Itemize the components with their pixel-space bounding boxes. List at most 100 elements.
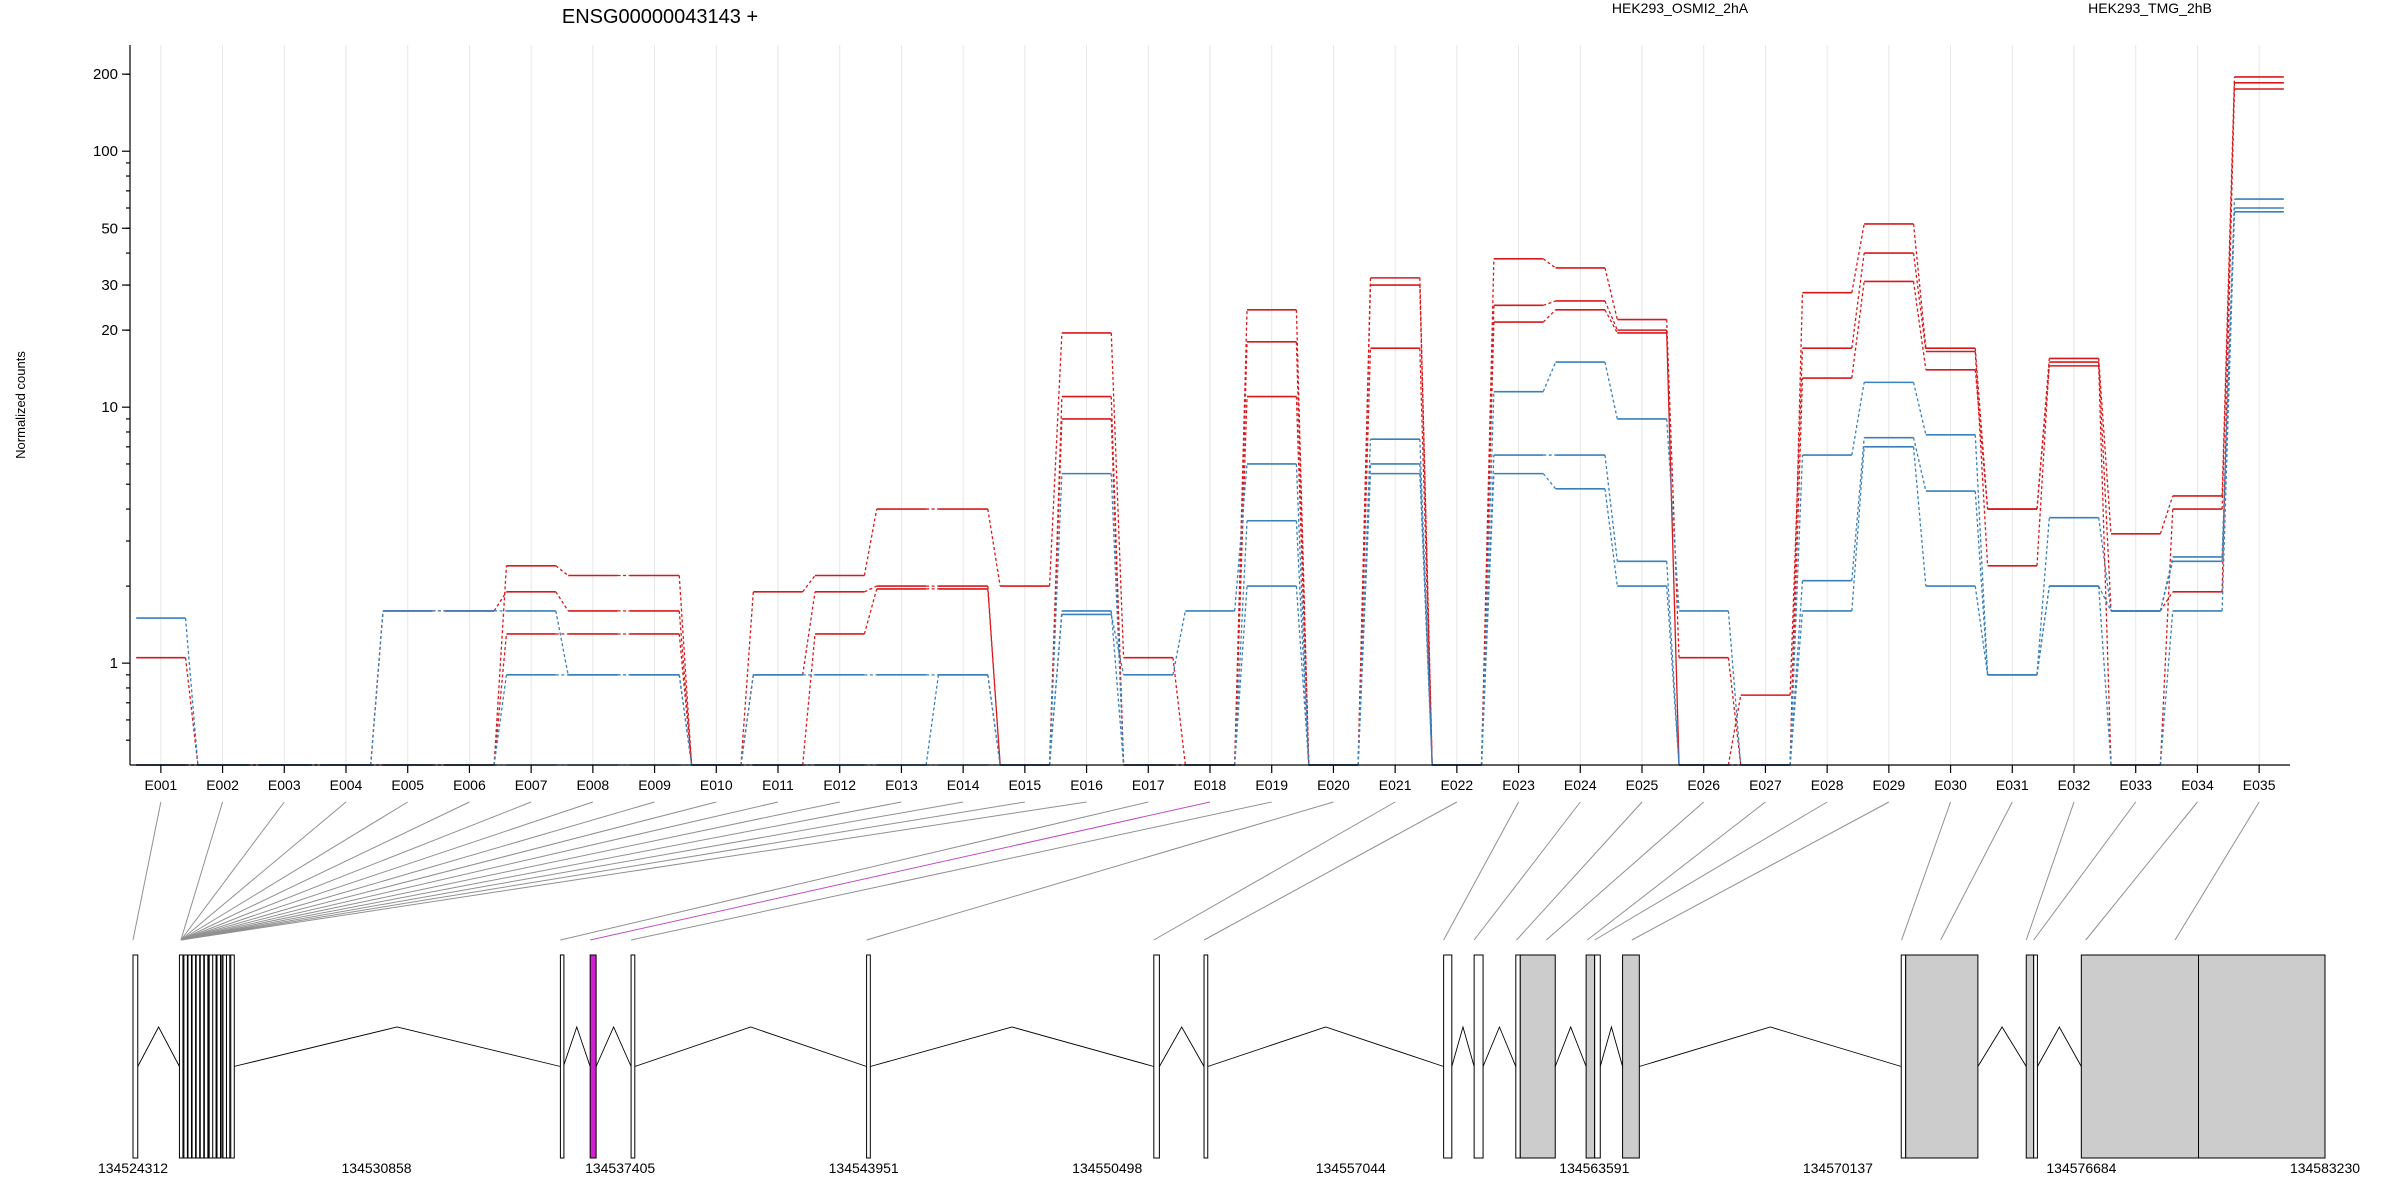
series-5-link-28: [1912, 446, 1927, 587]
exon-E024: [1473, 954, 1484, 1159]
x-tick-label-E012: E012: [823, 777, 856, 793]
x-tick-label-E021: E021: [1379, 777, 1412, 793]
series-2-link-24: [1666, 332, 1680, 766]
series-5-link-18: [1295, 586, 1310, 766]
intron-E029: [1639, 1026, 1902, 1067]
connector-E006: [180, 801, 470, 941]
connector-E019: [630, 801, 1272, 941]
connector-E011: [180, 801, 779, 941]
series-1-link-17: [1234, 341, 1248, 766]
y-tick-label-30: 30: [101, 277, 118, 294]
connector-E023: [1443, 801, 1520, 941]
connector-E010: [180, 801, 717, 941]
series-2-link-8: [678, 633, 693, 766]
genomic-coordinate-axis: 134524312 134530858 134537405 134543951 1345…: [98, 1160, 2360, 1176]
x-tick-label-E010: E010: [700, 777, 733, 793]
series-3-link-31: [2098, 517, 2112, 611]
series-1-link-25: [1727, 695, 1742, 766]
y-axis-label: Normalized counts: [13, 351, 28, 459]
exon-E019: [630, 954, 636, 1159]
genome-tick-label-6: 134563591: [1559, 1160, 1629, 1176]
connector-E030: [1901, 801, 1952, 941]
series-2-link-33: [2221, 88, 2236, 510]
series-0-link-32: [2159, 495, 2174, 535]
exon-E006: [195, 954, 201, 1159]
series-5-link-14: [1048, 473, 1063, 766]
series-2-link-26: [1789, 377, 1804, 766]
series-4-link-33: [2221, 207, 2236, 562]
series-3-link-6: [555, 610, 569, 675]
intron-E028: [1599, 1025, 1624, 1067]
series-2-link-5: [493, 633, 508, 766]
x-tick-label-E016: E016: [1070, 777, 1103, 793]
connector-E017: [560, 801, 1149, 941]
series-3-link-25: [1727, 610, 1742, 766]
series-5-link-15: [1110, 473, 1125, 766]
intron-E014: [233, 1026, 561, 1067]
connector-E013: [180, 801, 902, 941]
intron-E019: [634, 1026, 867, 1067]
series-0-link-18: [1295, 309, 1310, 766]
x-tick-label-E001: E001: [145, 777, 178, 793]
series-1-link-10: [802, 591, 816, 675]
series-3-link-9: [740, 674, 754, 766]
x-tick-label-E005: E005: [391, 777, 424, 793]
connector-E014: [180, 801, 964, 941]
connector-E020: [866, 801, 1334, 941]
series-5-link-19: [1357, 473, 1372, 766]
x-tick-label-E015: E015: [1009, 777, 1042, 793]
connector-E035: [2174, 801, 2260, 941]
genome-tick-label-8: 134576684: [2046, 1160, 2116, 1176]
exon-E023: [1443, 954, 1453, 1159]
exon-E014: [230, 954, 235, 1159]
exon-E032: [2025, 954, 2035, 1159]
series-3-link-18: [1295, 463, 1310, 766]
series-3-link-3: [370, 610, 384, 766]
series-4-link-24: [1666, 561, 1680, 766]
connector-E024: [1473, 801, 1581, 941]
series-2-link-20: [1419, 348, 1433, 766]
series-0-link-10: [802, 575, 816, 593]
series-2-link-19: [1357, 348, 1372, 766]
series-0-link-8: [678, 575, 693, 766]
series-5-link-33: [2221, 211, 2236, 611]
series-1-link-13: [987, 586, 1001, 766]
x-tick-label-E028: E028: [1811, 777, 1844, 793]
series-1-link-6: [555, 591, 569, 612]
exon-E031: [1905, 954, 1979, 1159]
exon-connectors: [132, 801, 2260, 941]
series-1-link-11: [864, 585, 878, 593]
genome-tick-label-9: 134583230: [2290, 1160, 2360, 1176]
series-3-link-26: [1789, 455, 1804, 766]
genome-tick-label-4: 134550498: [1072, 1160, 1142, 1176]
series-5-link-24: [1666, 586, 1680, 766]
exon-E030: [1900, 954, 1907, 1159]
exon-E034: [2080, 954, 2200, 1159]
y-tick-label-200: 200: [93, 66, 118, 83]
x-tick-label-E007: E007: [515, 777, 548, 793]
connector-E029: [1631, 801, 1890, 941]
series-4-link-15: [1110, 610, 1125, 766]
x-tick-label-E022: E022: [1441, 777, 1474, 793]
y-tick-label-50: 50: [101, 220, 118, 237]
series-1-link-31: [2098, 362, 2112, 611]
intron-E018: [595, 1025, 632, 1067]
series-0-link-9: [740, 591, 754, 766]
series-4-link-23: [1604, 454, 1618, 562]
connector-E003: [180, 801, 285, 941]
connector-E007: [180, 801, 532, 941]
x-tick-label-E002: E002: [206, 777, 239, 793]
series-4-link-17: [1234, 520, 1248, 766]
connector-E027: [1586, 801, 1766, 941]
genome-tick-label-2: 134537405: [585, 1160, 655, 1176]
connector-E015: [180, 801, 1025, 941]
series-5-link-23: [1604, 488, 1618, 587]
exon-E021: [1153, 954, 1160, 1159]
series-5-link-20: [1419, 473, 1433, 766]
x-tick-label-E004: E004: [330, 777, 363, 793]
series-2-link-29: [1974, 369, 1989, 510]
x-tick-label-E013: E013: [885, 777, 918, 793]
series-2-link-13: [987, 588, 1001, 766]
series-1-link-28: [1912, 252, 1927, 352]
series-2-link-30: [2036, 365, 2050, 510]
